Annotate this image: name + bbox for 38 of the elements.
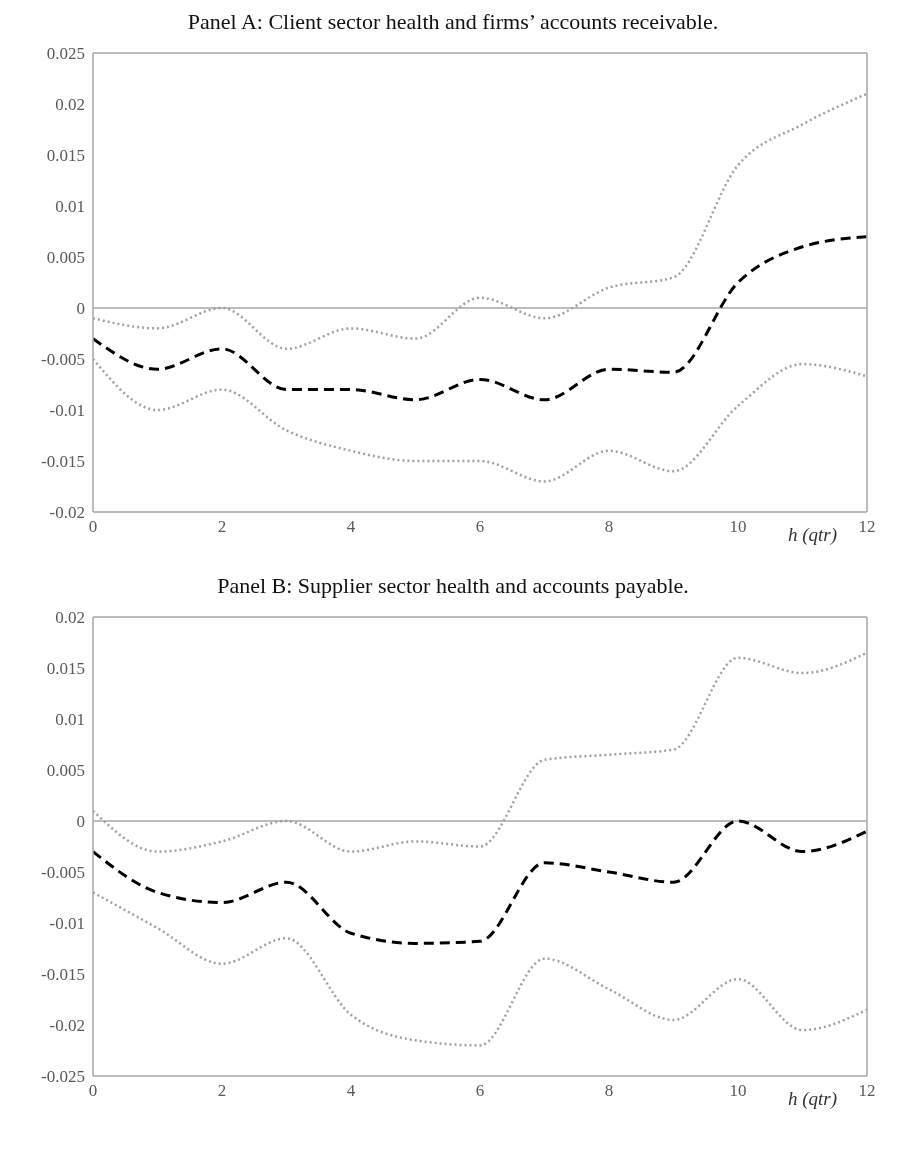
y-tick-label: 0.01 — [55, 710, 85, 730]
y-tick-label: 0.025 — [46, 44, 85, 64]
x-tick-label: 2 — [217, 1081, 227, 1101]
x-tick-label: 10 — [729, 1081, 747, 1101]
y-tick-label: 0.005 — [46, 761, 85, 781]
y-tick-label: -0.005 — [41, 863, 85, 883]
x-tick-label: 6 — [475, 1081, 485, 1101]
x-axis-title: h (qtr) — [788, 524, 838, 546]
line-series — [93, 235, 867, 402]
x-tick-label: 4 — [346, 1081, 356, 1101]
x-tick-label: 12 — [858, 1081, 876, 1101]
chart-title: Panel A: Client sector health and firms’ accounts receivable. — [186, 8, 720, 36]
line-series — [93, 819, 867, 945]
x-tick-label: 4 — [346, 517, 356, 537]
y-tick-label: 0.015 — [46, 146, 85, 166]
y-tick-label: 0.01 — [55, 197, 85, 217]
chart-title: Panel B: Supplier sector health and accounts payable. — [216, 572, 690, 600]
y-tick-label: -0.015 — [41, 965, 85, 985]
y-tick-label: -0.015 — [41, 452, 85, 472]
x-axis-title: h (qtr) — [788, 1088, 838, 1110]
y-tick-label: -0.01 — [49, 914, 85, 934]
y-tick-label: 0 — [76, 299, 85, 319]
y-tick-label: -0.025 — [41, 1067, 85, 1087]
y-tick-label: 0.02 — [55, 608, 85, 628]
x-tick-label: 8 — [604, 1081, 614, 1101]
x-tick-label: 12 — [858, 517, 876, 537]
y-tick-label: -0.01 — [49, 401, 85, 421]
y-tick-label: -0.005 — [41, 350, 85, 370]
x-tick-label: 6 — [475, 517, 485, 537]
y-tick-label: -0.02 — [49, 1016, 85, 1036]
y-tick-label: 0 — [76, 812, 85, 832]
y-tick-label: 0.005 — [46, 248, 85, 268]
y-tick-label: 0.02 — [55, 95, 85, 115]
y-tick-label: -0.02 — [49, 503, 85, 523]
x-tick-label: 10 — [729, 517, 747, 537]
x-tick-label: 8 — [604, 517, 614, 537]
x-tick-label: 2 — [217, 517, 227, 537]
y-tick-label: 0.015 — [46, 659, 85, 679]
